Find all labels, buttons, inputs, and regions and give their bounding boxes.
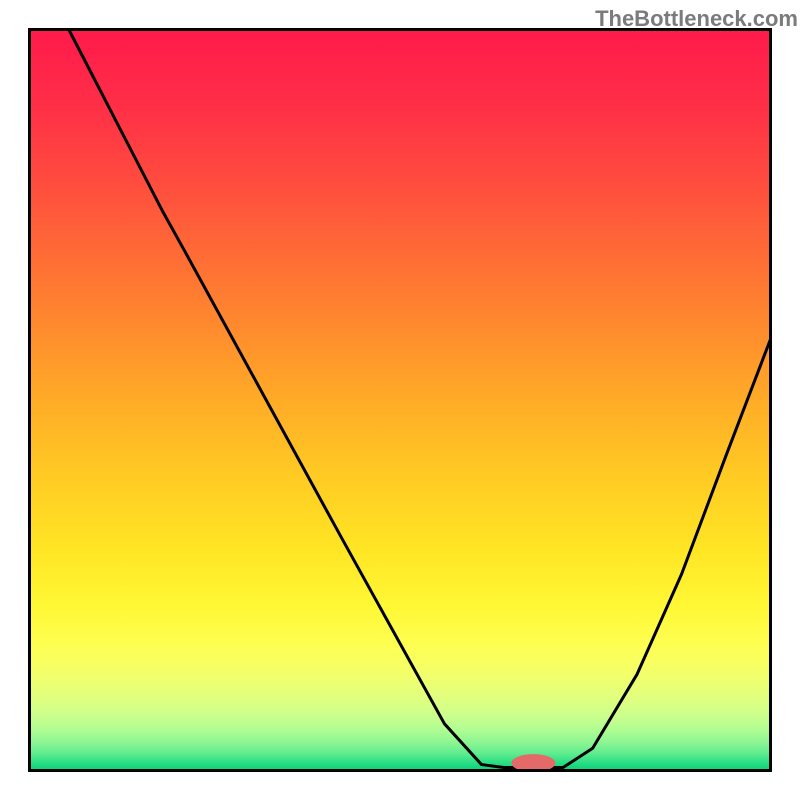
gradient-background [30,30,771,771]
plot-svg [28,28,772,772]
watermark-text: TheBottleneck.com [595,6,798,32]
plot-frame [28,28,772,772]
